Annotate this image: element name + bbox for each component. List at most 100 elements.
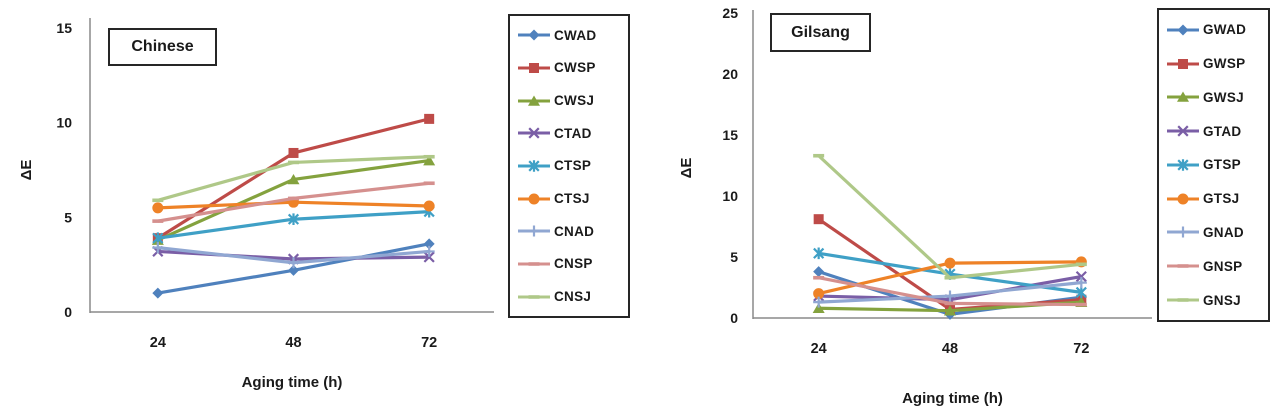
legend-swatch-diamond-icon <box>518 29 550 41</box>
y-axis-label: ΔE <box>17 159 35 181</box>
data-point-GNSJ <box>813 153 825 158</box>
legend-marker-circle-icon <box>1177 193 1189 205</box>
data-point-GTAD <box>1075 270 1087 283</box>
chart-title: Chinese <box>131 38 194 55</box>
legend-marker-triangle-icon <box>528 95 540 106</box>
plot-area-gilsang: 0 5 10 15 20 25 24 48 72 <box>722 5 1152 357</box>
chart-title-box: Chinese <box>108 28 217 66</box>
data-point-GWSJ <box>812 302 825 314</box>
legend-swatch-asterisk-icon <box>1167 159 1199 171</box>
y-tick-label: 0 <box>64 304 72 320</box>
data-point-GNAD <box>944 290 956 302</box>
legend-label: GNSJ <box>1203 292 1241 308</box>
legend-item: CNAD <box>517 224 628 239</box>
legend-label: CNSJ <box>554 289 592 305</box>
legend-label: CWAD <box>554 27 597 43</box>
data-point-CWAD <box>423 238 435 250</box>
data-point-CNSP <box>423 181 435 186</box>
legend-item: CWSP <box>517 60 628 75</box>
data-point-GNSP <box>813 275 825 280</box>
legend-marker-circle-icon <box>528 193 540 205</box>
legend-label: CWSJ <box>554 93 595 109</box>
legend-marker-diamond-icon <box>528 29 540 41</box>
data-point-GWAD <box>813 266 825 278</box>
data-point-CNAD <box>288 257 299 269</box>
y-tick-label: 15 <box>722 127 738 143</box>
legend: GWAD GWSP GWSJ GTAD GTSP GTSJ GNAD GNSP GNSJ <box>1157 8 1270 322</box>
data-point-CWSP <box>288 147 299 158</box>
legend-item: GTAD <box>1166 124 1268 139</box>
legend-item: GNSJ <box>1166 293 1268 308</box>
data-point-GNSP <box>1075 302 1087 307</box>
data-point-CTSP <box>287 213 300 226</box>
legend-label: GNSP <box>1203 258 1243 274</box>
y-tick-label: 25 <box>722 5 738 21</box>
y-tick-label: 0 <box>730 310 738 326</box>
legend-swatch-triangle-icon <box>518 95 550 106</box>
legend-item: CNSJ <box>517 289 628 304</box>
data-point-CTSJ <box>152 202 164 214</box>
legend-swatch-x-icon <box>518 127 550 139</box>
legend-item: GTSP <box>1166 157 1268 172</box>
data-point-CTSP <box>152 232 164 244</box>
data-point-CNAD <box>423 245 435 257</box>
legend-marker-plus-icon <box>1177 226 1189 238</box>
legend-marker-x-icon <box>1177 125 1189 137</box>
legend-marker-dash-icon <box>1177 264 1189 269</box>
legend-marker-asterisk-icon <box>1177 159 1189 171</box>
legend-swatch-dash-icon <box>518 294 550 299</box>
x-axis-title: Aging time (h) <box>902 390 1003 407</box>
data-point-GTSP <box>813 247 825 260</box>
data-point-CWSJ <box>287 173 300 185</box>
data-point-CTAD <box>423 251 435 263</box>
legend-swatch-circle-icon <box>1167 193 1199 205</box>
legend-swatch-diamond-icon <box>1167 24 1199 36</box>
legend-swatch-plus-icon <box>1167 226 1199 238</box>
legend-label: CNAD <box>554 223 595 239</box>
legend-swatch-plus-icon <box>518 225 550 237</box>
plot-area-chinese: 0 5 10 15 24 48 72 <box>56 18 494 351</box>
legend-item: CTAD <box>517 126 628 141</box>
legend-item: GWSP <box>1166 56 1268 71</box>
legend-item: CWSJ <box>517 93 628 108</box>
legend-label: GNAD <box>1203 224 1244 240</box>
legend-marker-square-icon <box>1178 58 1188 69</box>
data-point-CWAD <box>288 264 299 276</box>
legend: CWAD CWSP CWSJ CTAD CTSP CTSJ CNAD CNSP CNSJ <box>508 14 630 318</box>
data-point-CWSJ <box>423 155 436 166</box>
legend-marker-x-icon <box>528 127 540 139</box>
y-tick-label: 20 <box>722 66 738 82</box>
legend-swatch-dash-icon <box>1167 264 1199 269</box>
legend-label: CWSP <box>554 60 596 76</box>
legend-label: GTSJ <box>1203 191 1240 207</box>
x-tick-label: 24 <box>811 341 827 357</box>
data-point-GTSP <box>1075 286 1087 299</box>
legend-item: GNSP <box>1166 259 1268 274</box>
legend-label: CNSP <box>554 256 593 272</box>
legend-item: GTSJ <box>1166 191 1268 206</box>
legend-label: CTAD <box>554 125 592 141</box>
legend-item: GWAD <box>1166 22 1268 37</box>
legend-swatch-dash-icon <box>518 262 550 266</box>
legend-swatch-square-icon <box>1167 58 1199 69</box>
data-point-CNSJ <box>423 154 435 159</box>
y-tick-label: 5 <box>730 249 738 265</box>
data-point-CTSJ <box>423 200 435 212</box>
legend-label: GWSJ <box>1203 89 1244 105</box>
data-point-CNAD <box>152 242 164 254</box>
legend-marker-plus-icon <box>528 225 540 237</box>
data-point-GTSJ <box>944 257 956 269</box>
legend-label: GWAD <box>1203 22 1247 38</box>
legend-marker-dash-icon <box>528 294 540 299</box>
x-tick-label: 48 <box>285 335 301 351</box>
x-tick-label: 72 <box>1073 341 1089 357</box>
data-point-GNSJ <box>944 275 956 280</box>
y-tick-label: 10 <box>722 188 738 204</box>
data-point-GNSJ <box>1075 262 1087 267</box>
legend-marker-square-icon <box>529 62 539 73</box>
chart-title: Gilsang <box>791 23 850 41</box>
data-point-GWSP <box>813 214 824 225</box>
legend-swatch-asterisk-icon <box>518 160 550 172</box>
legend-marker-dash-icon <box>1177 298 1189 302</box>
